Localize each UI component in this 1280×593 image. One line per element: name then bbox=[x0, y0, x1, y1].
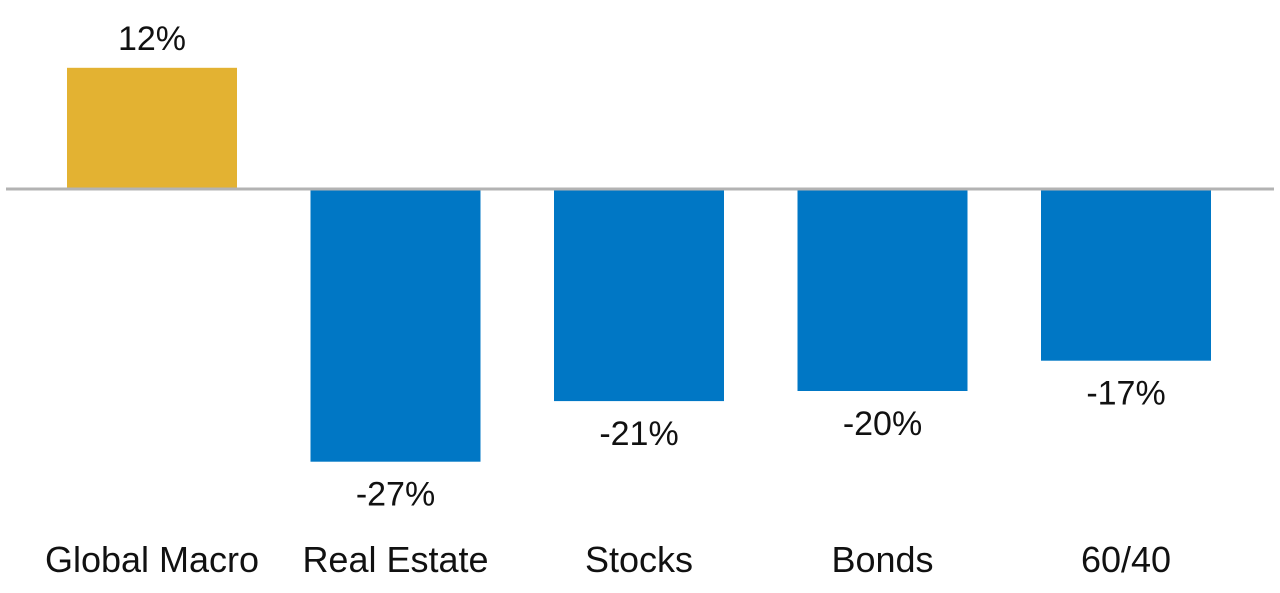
bars-layer bbox=[67, 67, 1211, 462]
bar-global-macro bbox=[67, 67, 237, 189]
data-labels-layer: 12% -27% -21% -20% -17% bbox=[118, 20, 1166, 514]
bar-bonds bbox=[797, 189, 968, 391]
data-label-global-macro: 12% bbox=[118, 20, 186, 58]
category-label-bonds: Bonds bbox=[831, 539, 933, 580]
category-label-60-40: 60/40 bbox=[1081, 539, 1171, 580]
data-label-60-40: -17% bbox=[1086, 375, 1165, 413]
category-label-stocks: Stocks bbox=[585, 539, 693, 580]
bar-60-40 bbox=[1041, 189, 1211, 361]
data-label-real-estate: -27% bbox=[356, 476, 435, 514]
data-label-bonds: -20% bbox=[843, 405, 922, 443]
category-label-real-estate: Real Estate bbox=[302, 539, 488, 580]
data-label-stocks: -21% bbox=[599, 415, 678, 453]
bar-real-estate bbox=[310, 189, 481, 462]
bar-stocks bbox=[554, 189, 724, 402]
category-label-global-macro: Global Macro bbox=[45, 539, 259, 580]
category-labels-layer: Global Macro Real Estate Stocks Bonds 60/40 bbox=[45, 539, 1171, 580]
